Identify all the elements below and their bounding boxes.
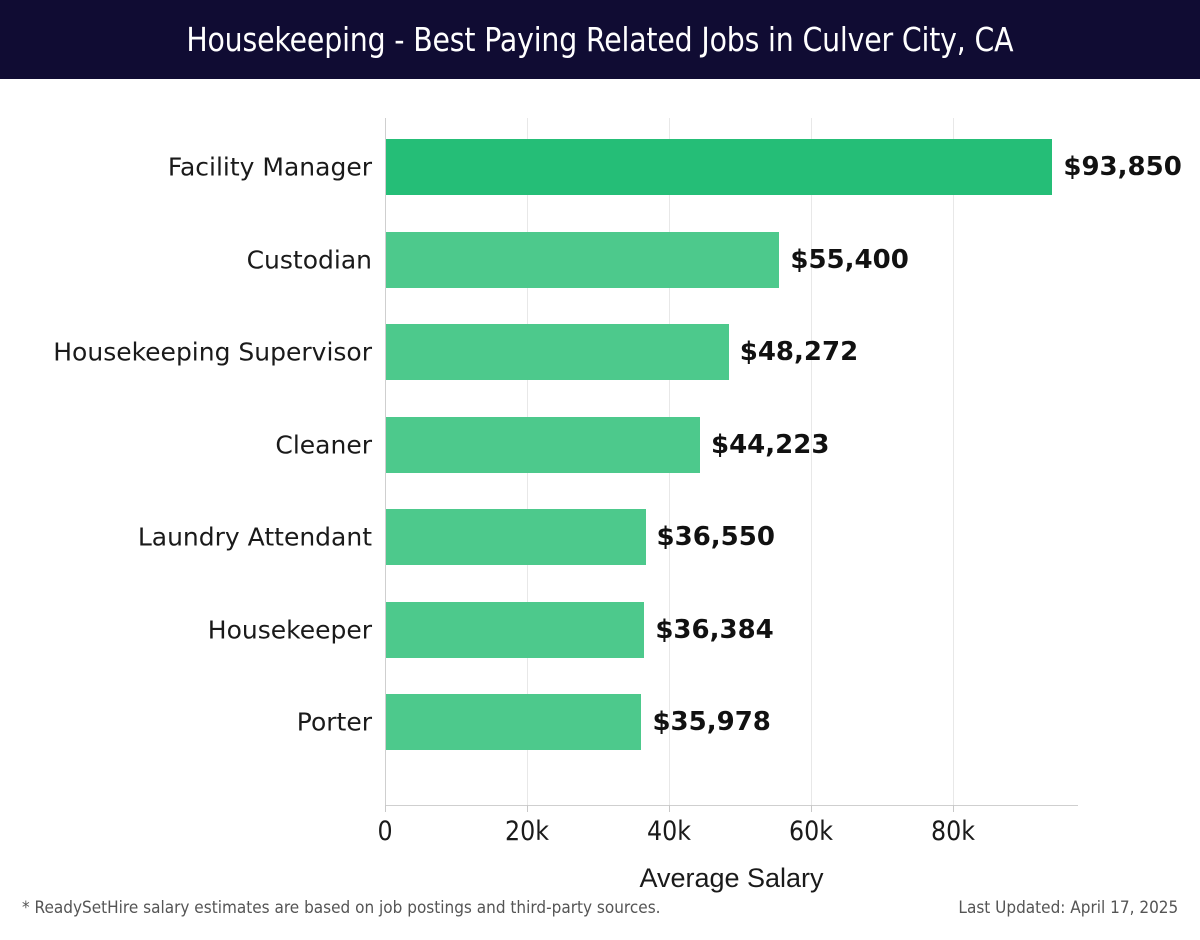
y-axis-category-label: Facility Manager (167, 152, 372, 182)
bar-housekeeper[interactable] (386, 601, 645, 658)
chart-header-banner: Housekeeping - Best Paying Related Jobs … (0, 0, 1200, 79)
x-axis-title: Average Salary (639, 863, 824, 893)
bar-row: $55,400 (385, 231, 1078, 288)
y-axis-category-label: Porter (296, 707, 372, 737)
x-axis-tick-label: 0 (377, 816, 393, 847)
x-axis-tick (669, 805, 671, 812)
bar-value-label: $36,550 (656, 522, 775, 552)
x-axis-tick-label: 40k (647, 816, 692, 847)
page-title: Housekeeping - Best Paying Related Jobs … (186, 20, 1014, 59)
x-axis-tick-label: 60k (789, 816, 834, 847)
bar-row: $35,978 (385, 694, 1078, 750)
bar-row: $93,850 (385, 139, 1182, 195)
x-axis-spine (385, 805, 1078, 806)
plot-area: 0 20k 40k 60k 80k $93,850 $55,400 $48,272 $44,2… (377, 118, 1182, 893)
x-axis-tick-label: 20k (505, 816, 549, 847)
bar-value-label: $93,850 (1063, 152, 1182, 182)
x-axis-tick (385, 805, 386, 812)
y-axis-category-label: Custodian (246, 245, 372, 274)
bar-value-label: $55,400 (790, 244, 909, 275)
gridline (811, 118, 813, 805)
y-axis-category-label: Cleaner (275, 430, 372, 459)
x-axis-tick (527, 805, 528, 812)
footer-disclaimer: * ReadySetHire salary estimates are base… (22, 898, 661, 918)
y-axis-category-label: Laundry Attendant (137, 522, 372, 552)
bar-cleaner[interactable] (386, 416, 700, 473)
bar-housekeeping-supervisor[interactable] (386, 324, 729, 380)
bar-laundry-attendant[interactable] (386, 509, 646, 565)
bar-value-label: $35,978 (652, 707, 771, 737)
bar-row: $48,272 (385, 324, 1078, 380)
gridline (953, 118, 955, 805)
x-axis-tick (811, 805, 813, 812)
bar-value-label: $44,223 (711, 429, 830, 460)
y-axis-category-label: Housekeeper (207, 615, 372, 644)
bar-row: $36,550 (385, 509, 1078, 565)
x-axis-tick (953, 805, 955, 812)
bar-row: $44,223 (385, 416, 1078, 473)
footer-last-updated: Last Updated: April 17, 2025 (958, 898, 1178, 918)
y-axis-spine (385, 118, 386, 805)
x-axis-tick-label: 80k (931, 816, 976, 847)
bar-row: $36,384 (385, 601, 1078, 658)
bar-custodian[interactable] (386, 231, 780, 288)
bar-value-label: $36,384 (655, 614, 774, 645)
bar-facility-manager[interactable] (386, 139, 1053, 195)
bar-value-label: $48,272 (739, 337, 859, 367)
bar-porter[interactable] (386, 694, 642, 750)
chart-canvas: 0 20k 40k 60k 80k $93,850 $55,400 $48,272 $44,2… (0, 79, 1200, 893)
y-axis-category-label: Housekeeping Supervisor (53, 337, 372, 367)
